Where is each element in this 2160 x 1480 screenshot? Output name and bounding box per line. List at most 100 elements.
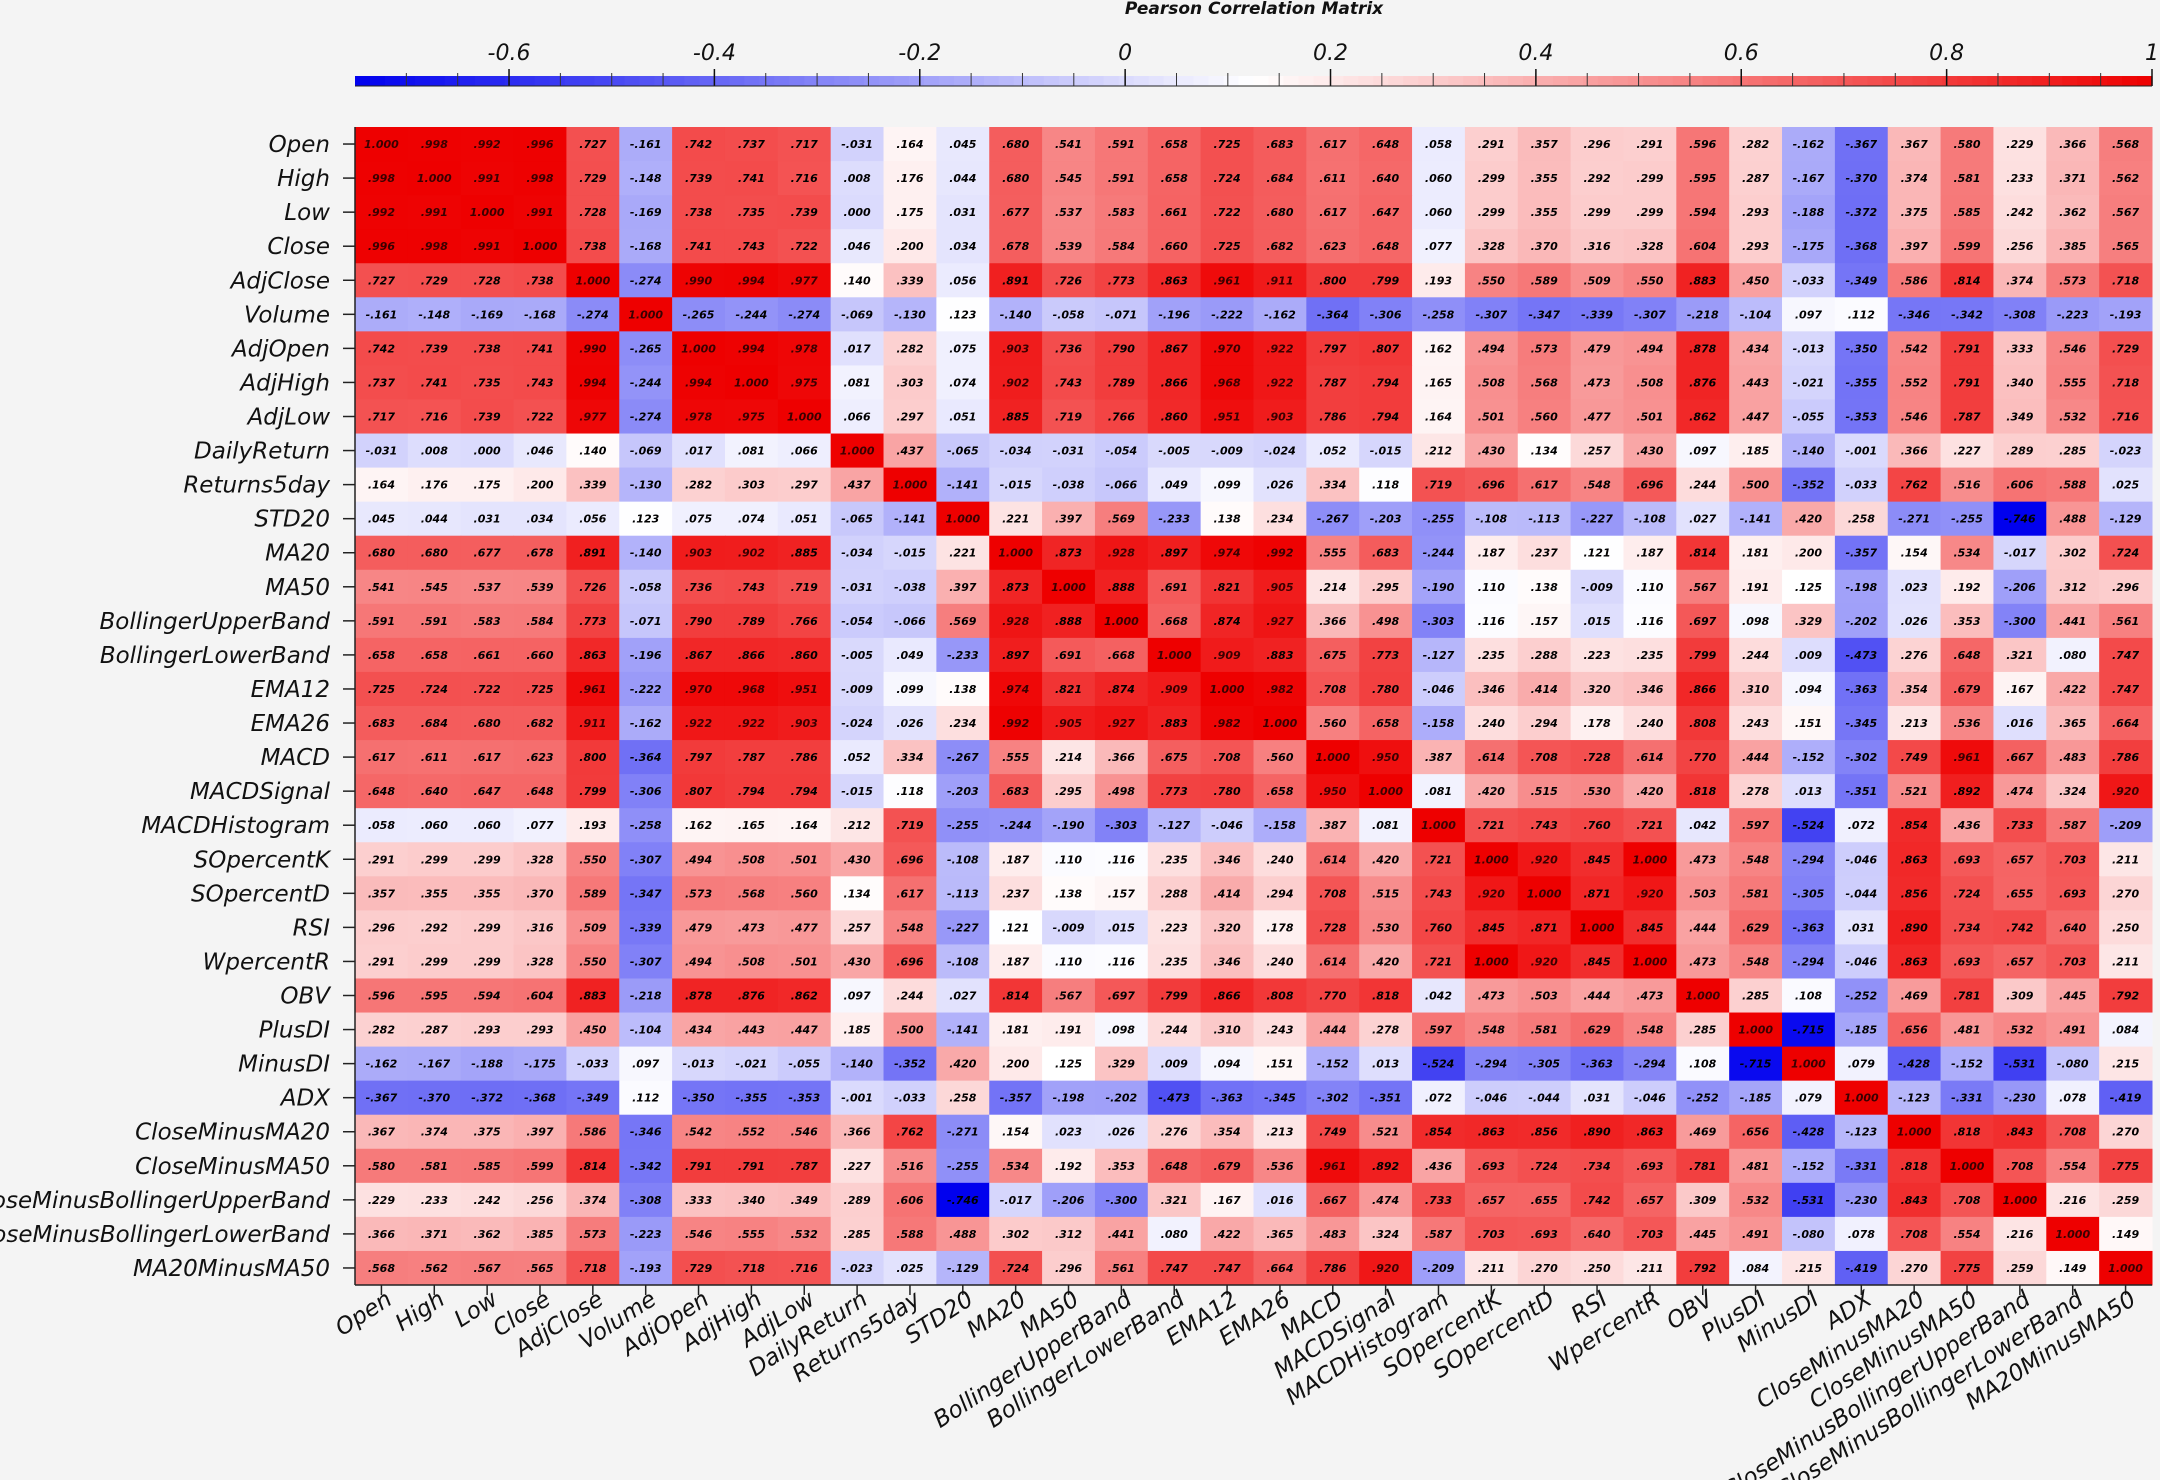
heatmap-cell — [619, 365, 673, 400]
heatmap-cell — [1517, 501, 1572, 537]
heatmap-cell — [1094, 433, 1149, 469]
heatmap-cell — [407, 706, 462, 741]
heatmap-cell — [566, 978, 620, 1014]
cell-value-label: .799 — [579, 785, 606, 798]
cell-value-label: .430 — [1478, 445, 1505, 458]
cell-value-label: .346 — [1636, 683, 1663, 696]
cell-value-label: .479 — [685, 921, 712, 934]
heatmap-cell — [1993, 263, 2047, 298]
heatmap-cell — [1570, 1080, 1624, 1116]
heatmap-cell — [1306, 1182, 1360, 1218]
cell-value-label: .541 — [1055, 138, 1082, 151]
cell-value-label: 1.000 — [1051, 581, 1086, 594]
cell-value-label: .583 — [474, 615, 501, 628]
heatmap-cell — [1464, 740, 1519, 775]
heatmap-cell — [1887, 1250, 1942, 1286]
colorbar-segment — [1582, 76, 1599, 86]
cell-value-label: .808 — [1266, 990, 1293, 1003]
cell-value-label: .491 — [1742, 1228, 1769, 1241]
heatmap-cell — [460, 1046, 515, 1082]
heatmap-cell — [672, 774, 726, 809]
cell-value-label: .349 — [2006, 411, 2033, 424]
cell-value-label: .680 — [1002, 172, 1029, 185]
cell-value-label: .928 — [1002, 615, 1029, 628]
cell-value-label: .883 — [579, 990, 606, 1003]
cell-value-label: .302 — [2059, 547, 2086, 560]
heatmap-cell — [1676, 1046, 1730, 1082]
heatmap-cell — [1147, 978, 1202, 1014]
colorbar-segment — [924, 76, 940, 86]
heatmap-cell — [724, 195, 779, 230]
cell-value-label: .072 — [1848, 819, 1875, 832]
heatmap-cell — [1147, 127, 1202, 162]
cell-value-label: .044 — [421, 513, 448, 526]
heatmap-cell — [1147, 671, 1202, 707]
cell-value-label: .282 — [1742, 138, 1769, 151]
heatmap-cell — [1940, 501, 1994, 537]
cell-value-label: .722 — [526, 411, 553, 424]
cell-value-label: -.255 — [1951, 513, 1983, 526]
cell-value-label: 1.000 — [364, 138, 399, 151]
heatmap-cell — [566, 1182, 620, 1218]
cell-value-label: -.363 — [1845, 683, 1877, 696]
cell-value-label: .444 — [1689, 921, 1716, 934]
cell-value-label: .134 — [1531, 445, 1558, 458]
cell-value-label: .291 — [1478, 138, 1505, 151]
heatmap-cell — [2046, 876, 2100, 911]
cell-value-label: .775 — [2112, 1160, 2139, 1173]
cell-value-label: -.206 — [2004, 581, 2036, 594]
cell-value-label: .374 — [579, 1194, 606, 1207]
heatmap-cell — [619, 637, 673, 673]
row-label: Low — [284, 200, 330, 226]
cell-value-label: .573 — [685, 887, 712, 900]
cell-value-label: .787 — [738, 751, 765, 764]
cell-value-label: .568 — [1531, 376, 1558, 389]
heatmap-cell — [2046, 365, 2100, 400]
heatmap-cell — [1676, 603, 1730, 639]
cell-value-label: .098 — [1742, 615, 1769, 628]
colorbar-segment — [429, 76, 446, 86]
colorbar-segment — [968, 76, 985, 86]
heatmap-cell — [1200, 127, 1254, 162]
heatmap-cell — [2099, 1216, 2153, 1252]
cell-value-label: .856 — [1901, 887, 1928, 900]
cell-value-label: .473 — [1478, 990, 1505, 1003]
heatmap-cell — [1094, 910, 1149, 945]
cell-value-label: .098 — [1108, 1024, 1135, 1037]
heatmap-cell — [1042, 501, 1096, 537]
cell-value-label: .498 — [1108, 785, 1135, 798]
heatmap-cell — [355, 501, 409, 537]
heatmap-cell — [407, 774, 462, 809]
cell-value-label: .270 — [2112, 1126, 2139, 1139]
heatmap-cell — [936, 365, 990, 400]
cell-value-label: -.044 — [1528, 1092, 1560, 1105]
heatmap-cell — [566, 1114, 620, 1150]
cell-value-label: .422 — [1214, 1228, 1241, 1241]
heatmap-cell — [1253, 1148, 1307, 1184]
cell-value-label: .081 — [1372, 819, 1399, 832]
heatmap-cell — [1623, 740, 1677, 775]
heatmap-cell — [460, 1250, 515, 1286]
cell-value-label: .978 — [685, 411, 712, 424]
cell-value-label: .821 — [1055, 683, 1082, 696]
heatmap-cell — [936, 263, 990, 298]
cell-value-label: .541 — [368, 581, 395, 594]
cell-value-label: -.023 — [2110, 445, 2142, 458]
cell-value-label: .794 — [1372, 411, 1399, 424]
heatmap-cell — [1412, 1012, 1466, 1048]
cell-value-label: 1.000 — [893, 479, 928, 492]
cell-value-label: -.162 — [1793, 138, 1825, 151]
cell-value-label: .234 — [949, 717, 976, 730]
heatmap-cell — [1623, 501, 1677, 537]
heatmap-cell — [355, 910, 409, 945]
heatmap-cell — [883, 1114, 937, 1150]
heatmap-cell — [1464, 774, 1519, 809]
cell-value-label: .303 — [738, 479, 765, 492]
cell-value-label: .420 — [1372, 955, 1399, 968]
cell-value-label: .046 — [526, 445, 553, 458]
heatmap-cell — [460, 1216, 515, 1252]
cell-value-label: -.230 — [1845, 1194, 1877, 1207]
heatmap-cell — [1570, 603, 1624, 639]
row-label: SOpercentD — [191, 881, 330, 907]
cell-value-label: .049 — [896, 649, 923, 662]
